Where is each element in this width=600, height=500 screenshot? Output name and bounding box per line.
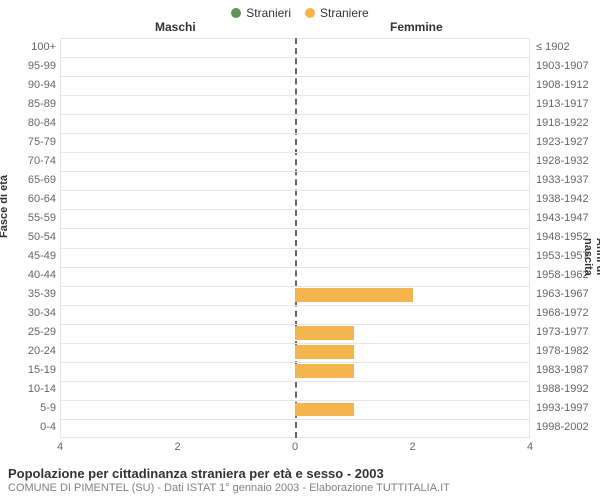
gridline <box>60 362 530 363</box>
gridline <box>60 171 530 172</box>
bar-female <box>295 326 354 340</box>
header-female: Femmine <box>390 20 443 34</box>
birth-year-label: 1978-1982 <box>536 345 589 357</box>
legend-label-female: Straniere <box>320 6 369 20</box>
gridline <box>60 343 530 344</box>
age-label: 65-69 <box>6 174 56 186</box>
gridline <box>60 286 530 287</box>
birth-year-label: 1963-1967 <box>536 288 589 300</box>
y-axis-title-left: Fasce di età <box>0 175 10 238</box>
gridline <box>60 267 530 268</box>
age-label: 0-4 <box>6 421 56 433</box>
gridline <box>60 228 530 229</box>
age-label: 15-19 <box>6 364 56 376</box>
birth-year-label: 1908-1912 <box>536 79 589 91</box>
bar-female <box>295 288 413 302</box>
birth-year-label: 1938-1942 <box>536 193 589 205</box>
birth-year-label: 1918-1922 <box>536 117 589 129</box>
gridline <box>60 381 530 382</box>
birth-year-label: ≤ 1902 <box>536 41 570 53</box>
chart-title: Popolazione per cittadinanza straniera p… <box>8 466 592 481</box>
gridline <box>60 400 530 401</box>
birth-year-label: 1903-1907 <box>536 60 589 72</box>
legend-label-male: Stranieri <box>246 6 291 20</box>
gridline <box>60 57 530 58</box>
age-label: 50-54 <box>6 231 56 243</box>
birth-year-label: 1933-1937 <box>536 174 589 186</box>
age-label: 100+ <box>6 41 56 53</box>
legend-item-male: Stranieri <box>231 6 291 20</box>
birth-year-label: 1993-1997 <box>536 402 589 414</box>
age-label: 5-9 <box>6 402 56 414</box>
gridline <box>60 114 530 115</box>
x-tick: 4 <box>57 441 63 453</box>
plot-area <box>60 38 530 438</box>
gridline <box>60 76 530 77</box>
birth-year-label: 1973-1977 <box>536 326 589 338</box>
birth-year-label: 1988-1992 <box>536 383 589 395</box>
birth-year-label: 1953-1957 <box>536 250 589 262</box>
age-label: 45-49 <box>6 250 56 262</box>
age-label: 40-44 <box>6 269 56 281</box>
birth-year-label: 1968-1972 <box>536 307 589 319</box>
x-tick: 4 <box>527 441 533 453</box>
column-headers: Maschi Femmine <box>0 20 600 38</box>
birth-year-label: 1983-1987 <box>536 364 589 376</box>
age-label: 20-24 <box>6 345 56 357</box>
age-label: 60-64 <box>6 193 56 205</box>
chart-footer: Popolazione per cittadinanza straniera p… <box>8 466 592 494</box>
gridline <box>60 133 530 134</box>
gridline <box>60 324 530 325</box>
birth-year-label: 1948-1952 <box>536 231 589 243</box>
age-label: 90-94 <box>6 79 56 91</box>
gridline <box>60 305 530 306</box>
age-label: 80-84 <box>6 117 56 129</box>
legend: Stranieri Straniere <box>0 0 600 20</box>
swatch-male <box>231 8 241 18</box>
birth-year-label: 1943-1947 <box>536 212 589 224</box>
age-label: 10-14 <box>6 383 56 395</box>
birth-year-label: 1958-1962 <box>536 269 589 281</box>
age-label: 35-39 <box>6 288 56 300</box>
legend-item-female: Straniere <box>305 6 369 20</box>
age-label: 85-89 <box>6 98 56 110</box>
bar-female <box>295 403 354 417</box>
gridline <box>60 209 530 210</box>
gridline <box>60 95 530 96</box>
swatch-female <box>305 8 315 18</box>
pyramid-chart: 100+ ≤ 1902 95-99 1903-1907 90-94 1908-1912 85… <box>0 38 600 438</box>
bar-female <box>295 364 354 378</box>
age-label: 75-79 <box>6 136 56 148</box>
age-label: 70-74 <box>6 155 56 167</box>
gridline <box>60 419 530 420</box>
age-label: 25-29 <box>6 326 56 338</box>
y-axis-title-right: Anni di nascita <box>582 238 600 276</box>
age-label: 95-99 <box>6 60 56 72</box>
birth-year-label: 1998-2002 <box>536 421 589 433</box>
gridline <box>60 152 530 153</box>
gridline <box>60 190 530 191</box>
age-label: 55-59 <box>6 212 56 224</box>
x-tick: 0 <box>292 441 298 453</box>
x-tick: 2 <box>174 441 180 453</box>
bar-female <box>295 345 354 359</box>
chart-subtitle: COMUNE DI PIMENTEL (SU) - Dati ISTAT 1° … <box>8 482 592 494</box>
birth-year-label: 1913-1917 <box>536 98 589 110</box>
gridline <box>60 248 530 249</box>
birth-year-label: 1923-1927 <box>536 136 589 148</box>
age-label: 30-34 <box>6 307 56 319</box>
header-male: Maschi <box>155 20 196 34</box>
birth-year-label: 1928-1932 <box>536 155 589 167</box>
x-tick: 2 <box>409 441 415 453</box>
